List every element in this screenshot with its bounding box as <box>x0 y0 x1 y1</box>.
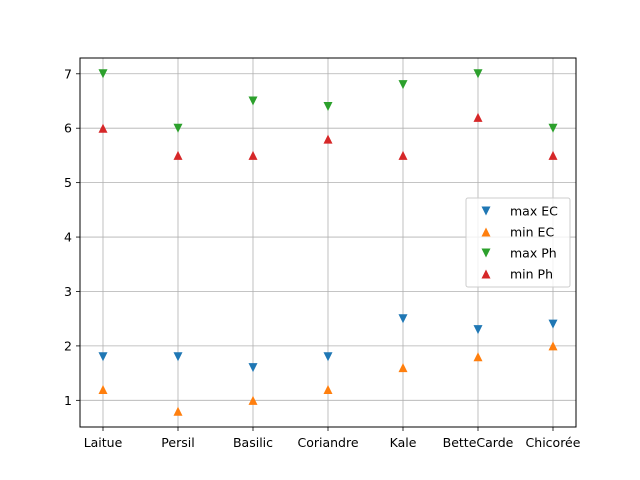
point-min-ph <box>323 134 333 144</box>
point-min-ph <box>398 150 408 160</box>
axes: Laitue Persil Basilic Coriandre Kale BetteCar… <box>64 66 581 450</box>
y-tick-label: 7 <box>64 66 72 81</box>
point-max-ph <box>323 101 333 111</box>
y-tick-label: 2 <box>64 338 72 353</box>
point-max-ph <box>473 69 483 79</box>
legend-label: max Ph <box>510 246 557 261</box>
point-min-ec <box>98 384 108 394</box>
point-min-ph <box>473 112 483 122</box>
point-max-ph <box>173 123 183 133</box>
point-min-ph <box>248 150 258 160</box>
x-tick-label: Kale <box>390 435 417 450</box>
point-max-ec <box>323 352 333 362</box>
point-min-ph <box>548 150 558 160</box>
legend-marker <box>481 227 491 237</box>
y-tick-label: 3 <box>64 284 72 299</box>
y-tick-label: 4 <box>64 230 72 245</box>
point-max-ec <box>473 325 483 335</box>
point-max-ec <box>98 352 108 362</box>
point-max-ph <box>98 69 108 79</box>
legend-marker <box>481 206 491 216</box>
x-tick-label: BetteCarde <box>443 435 514 450</box>
x-tick-label: Coriandre <box>297 435 358 450</box>
legend-label: min Ph <box>510 267 553 282</box>
point-min-ec <box>248 395 258 405</box>
point-max-ec <box>398 314 408 324</box>
y-tick-label: 1 <box>64 393 72 408</box>
y-tick-label: 5 <box>64 175 72 190</box>
x-tick-label: Persil <box>161 435 194 450</box>
point-max-ec <box>173 352 183 362</box>
point-max-ph <box>248 96 258 106</box>
point-min-ec <box>323 384 333 394</box>
point-min-ec <box>398 363 408 373</box>
y-tick-label: 6 <box>64 121 72 136</box>
point-max-ec <box>548 319 558 329</box>
data-points <box>98 69 558 416</box>
point-min-ec <box>548 341 558 351</box>
legend: max EC min EC max Ph min Ph <box>465 197 571 288</box>
point-max-ph <box>548 123 558 133</box>
x-tick-label: Basilic <box>233 435 273 450</box>
point-max-ec <box>248 363 258 373</box>
legend-marker <box>481 248 491 258</box>
point-min-ec <box>173 406 183 416</box>
x-tick-label: Chicorée <box>526 435 581 450</box>
x-tick-label: Laitue <box>84 435 123 450</box>
point-min-ph <box>173 150 183 160</box>
legend-label: min EC <box>510 225 554 240</box>
legend-label: max EC <box>510 204 558 219</box>
point-min-ph <box>98 123 108 133</box>
legend-box <box>465 197 571 288</box>
point-max-ph <box>398 80 408 90</box>
legend-marker <box>481 269 491 279</box>
point-min-ec <box>473 352 483 362</box>
